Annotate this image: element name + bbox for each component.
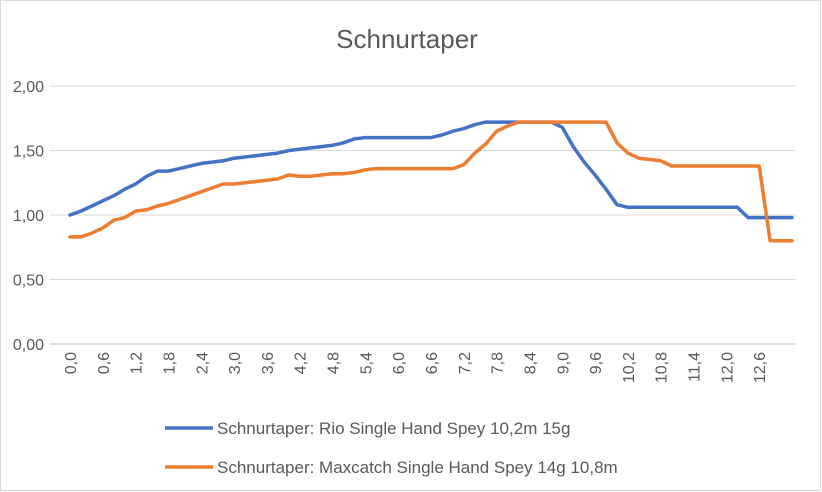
series-line-1 <box>68 120 794 220</box>
x-tick-label: 9,0 <box>555 352 572 374</box>
y-axis-ticks: 0,00 0,50 1,00 1,50 2,00 <box>13 79 44 354</box>
y-tick-label: 1,00 <box>13 208 44 225</box>
legend-label-2: Schnurtaper: Maxcatch Single Hand Spey 1… <box>217 458 618 477</box>
gridlines <box>50 85 796 345</box>
chart-title: Schnurtaper <box>336 24 478 54</box>
x-tick-label: 0,6 <box>96 352 113 374</box>
x-tick-label: 12,0 <box>719 352 736 383</box>
x-tick-label: 2,4 <box>194 352 211 374</box>
y-tick-label: 0,00 <box>13 337 44 354</box>
y-tick-label: 0,50 <box>13 273 44 290</box>
x-tick-label: 10,8 <box>654 352 671 383</box>
legend-label-1: Schnurtaper: Rio Single Hand Spey 10,2m … <box>217 419 570 438</box>
y-tick-label: 1,50 <box>13 144 44 161</box>
x-tick-label: 9,6 <box>588 352 605 374</box>
x-tick-label: 3,6 <box>260 352 277 374</box>
x-tick-label: 6,0 <box>391 352 408 374</box>
x-tick-label: 0,0 <box>63 352 80 374</box>
x-tick-label: 3,0 <box>227 352 244 374</box>
x-tick-label: 4,8 <box>326 352 343 374</box>
x-tick-label: 7,8 <box>490 352 507 374</box>
y-tick-label: 2,00 <box>13 79 44 96</box>
series-line-2 <box>68 120 794 243</box>
x-tick-label: 8,4 <box>522 352 539 374</box>
x-tick-label: 1,8 <box>161 352 178 374</box>
x-tick-label: 12,6 <box>752 352 769 383</box>
x-tick-label: 10,2 <box>621 352 638 383</box>
x-tick-label: 5,4 <box>358 352 375 374</box>
x-axis-ticks: 0,0 0,6 1,2 1,8 2,4 3,0 3,6 4,2 4,8 5,4 6,0 6,6 7,2 7… <box>63 352 769 383</box>
x-tick-label: 1,2 <box>129 352 146 374</box>
x-tick-label: 6,6 <box>424 352 441 374</box>
series-lines <box>68 120 794 243</box>
x-tick-label: 4,2 <box>293 352 310 374</box>
legend: Schnurtaper: Rio Single Hand Spey 10,2m … <box>165 419 618 477</box>
x-tick-label: 11,4 <box>687 352 704 382</box>
x-tick-label: 7,2 <box>457 352 474 374</box>
